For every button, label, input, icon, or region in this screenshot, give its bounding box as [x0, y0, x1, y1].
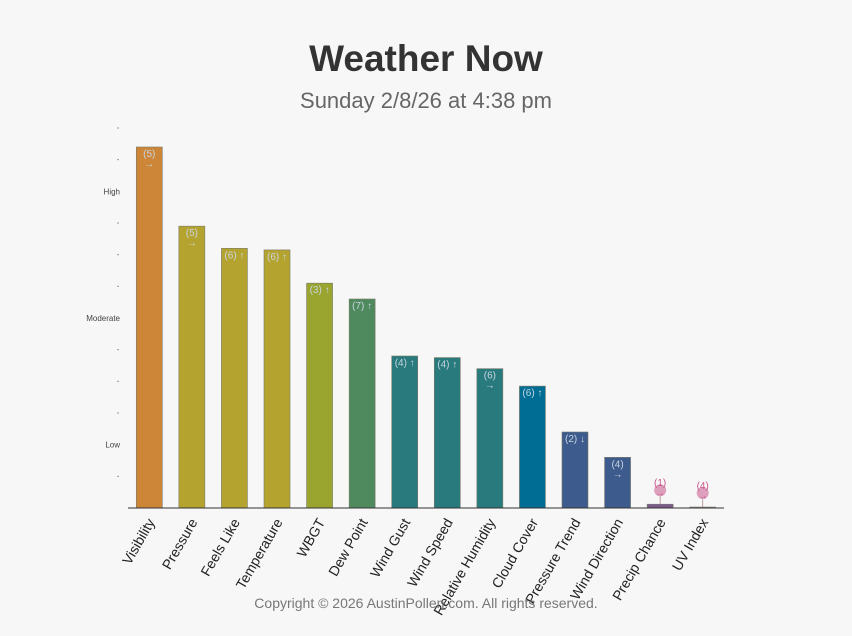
bar-pressure-trend — [561, 431, 589, 509]
bar-feels-like — [221, 248, 248, 509]
y-tick-label: Moderate — [86, 314, 120, 323]
data-label: (2) ↓ — [565, 434, 585, 445]
data-label: (1) → — [654, 478, 666, 499]
bar-pressure — [178, 225, 206, 509]
y-tick-label: Low — [105, 441, 120, 450]
x-tick-label: UV Index — [669, 516, 712, 574]
data-label: (7) ↑ — [352, 301, 372, 312]
x-tick-label: Visibility — [119, 516, 158, 568]
bar-wind-direction — [604, 457, 631, 509]
x-tick-label: Wind Gust — [367, 515, 414, 580]
data-label: (4) → — [697, 481, 709, 502]
chart-title: Weather Now — [309, 38, 543, 79]
y-axis: Low Moderate High — [86, 127, 121, 477]
x-tick-label: Feels Like — [197, 515, 243, 578]
bar-precip-chance — [646, 503, 674, 509]
copyright-footer: Copyright © 2026 AustinPollen.com. All r… — [254, 595, 598, 611]
y-tick-label: High — [104, 187, 120, 196]
bar-relative-humidity — [476, 368, 504, 509]
x-tick-label: WBGT — [293, 515, 328, 560]
bar-dew-point — [348, 298, 376, 509]
bar-wbgt — [306, 282, 333, 509]
data-label-badge — [654, 484, 667, 497]
bar-cloud-cover — [519, 385, 546, 509]
bar-wind-speed — [433, 357, 461, 509]
bar-wind-gust — [391, 355, 419, 509]
data-label: (4) ↑ — [395, 358, 415, 369]
data-label: (3) ↑ — [310, 285, 330, 296]
x-tick-label: Pressure — [159, 515, 201, 572]
bars: (5) → (5) → (6) ↑ (6) ↑ (3) ↑ (7) ↑ (4) ↑ (4) ↑ (6… — [135, 146, 717, 509]
data-label: (5) → — [186, 228, 198, 249]
x-tick-label: Dew Point — [325, 515, 371, 578]
bar-visibility — [135, 146, 163, 509]
data-label: (6) → — [484, 371, 496, 392]
data-label: (6) ↑ — [224, 250, 244, 261]
data-label: (4) ↑ — [437, 360, 457, 371]
data-label-badge — [696, 487, 709, 500]
data-label: (6) ↑ — [267, 252, 287, 263]
data-label: (5) → — [143, 149, 155, 170]
data-label: (4) → — [611, 459, 623, 480]
data-label: (6) ↑ — [522, 388, 542, 399]
chart-subtitle: Sunday 2/8/26 at 4:38 pm — [300, 88, 552, 113]
bar-temperature — [263, 249, 291, 509]
